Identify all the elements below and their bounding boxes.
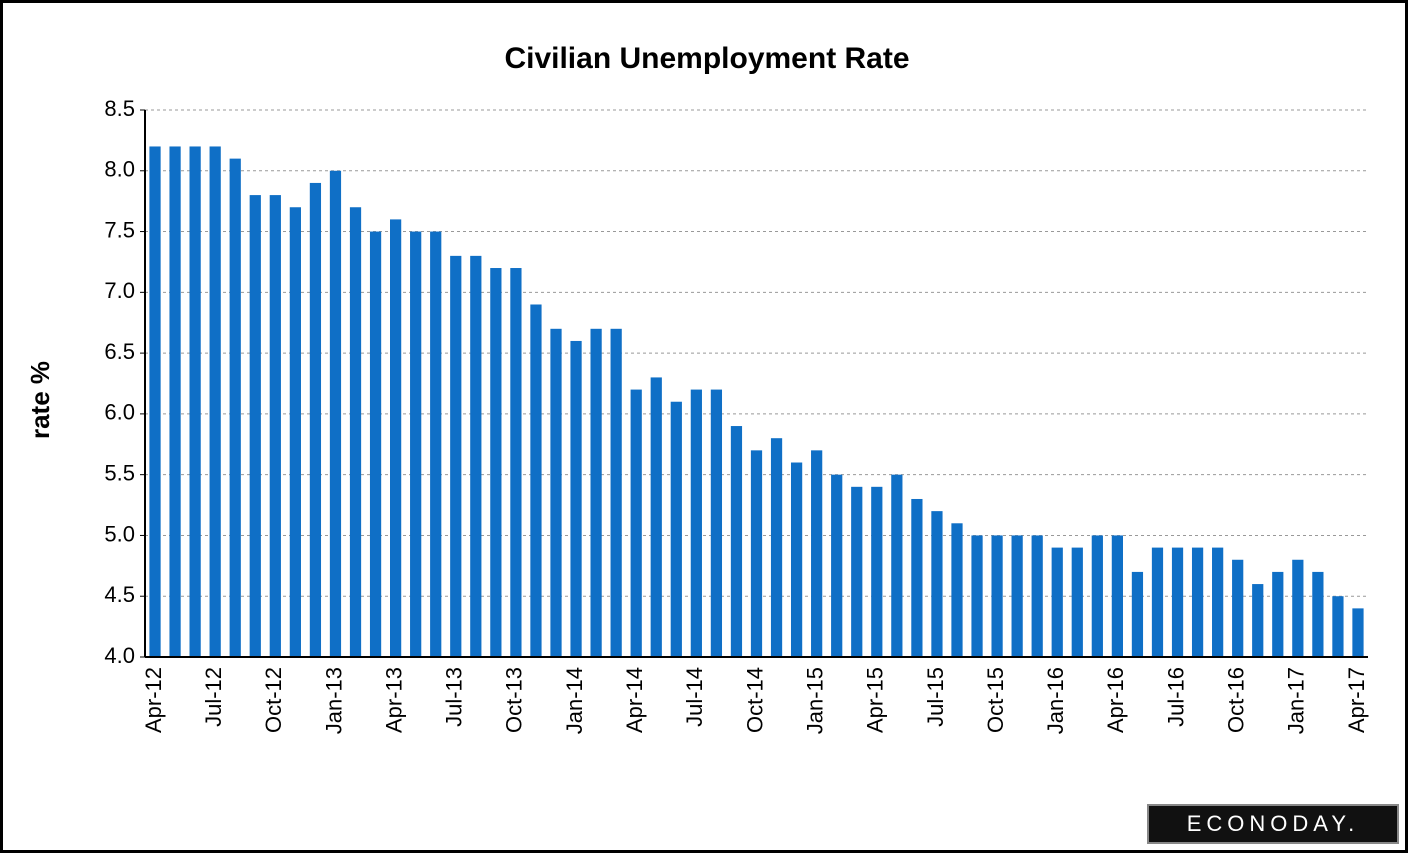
x-tick-label: Apr-17 (1344, 667, 1369, 733)
bar (410, 231, 422, 658)
bar (510, 268, 522, 657)
bar (590, 328, 602, 657)
x-tick-label: Jan-13 (321, 667, 346, 734)
bar (1071, 547, 1083, 657)
x-tick-label: Jan-14 (562, 667, 587, 734)
y-tick-label: 5.0 (104, 521, 135, 546)
bar (991, 535, 1003, 657)
bar (249, 195, 261, 658)
bar (209, 146, 221, 657)
bar (831, 474, 843, 657)
bar (349, 207, 362, 657)
bar (1171, 547, 1184, 657)
y-tick-label: 8.5 (104, 96, 135, 121)
y-tick-label: 8.0 (104, 157, 135, 182)
bar (811, 450, 823, 657)
bar (710, 389, 723, 657)
bar (851, 486, 863, 657)
bar (309, 182, 322, 657)
bar (189, 146, 201, 657)
bar (951, 523, 963, 657)
x-tick-label: Jul-12 (201, 667, 226, 727)
bar (1252, 584, 1264, 657)
bar (1051, 547, 1063, 657)
bar (149, 146, 161, 657)
bar (369, 231, 382, 658)
bar (931, 511, 943, 657)
bar (550, 328, 562, 657)
bar (570, 340, 582, 657)
x-tick-label: Apr-15 (863, 667, 888, 733)
bar (1212, 547, 1224, 657)
y-tick-label: 7.5 (104, 217, 135, 242)
bar (530, 304, 542, 657)
x-tick-label: Jan-17 (1284, 667, 1309, 734)
x-tick-label: Oct-16 (1223, 667, 1248, 733)
bar (1011, 535, 1023, 657)
bar (1352, 608, 1364, 657)
bar (750, 450, 763, 657)
bar (450, 255, 462, 657)
bar (1091, 535, 1103, 657)
bar (1332, 596, 1344, 657)
logo: ECONODAY. (1187, 811, 1360, 836)
bar (1031, 535, 1043, 657)
y-axis-label: rate % (25, 361, 55, 439)
logo-box (1147, 804, 1399, 844)
bar (1151, 547, 1164, 657)
x-tick-label: Jul-16 (1163, 667, 1188, 727)
x-tick-label: Jul-13 (442, 667, 467, 727)
bar (1191, 547, 1204, 657)
y-tick-label: 4.5 (104, 582, 135, 607)
x-tick-label: Oct-12 (261, 667, 286, 733)
x-tick-label: Jul-14 (682, 667, 707, 727)
bar (790, 462, 803, 657)
y-tick-label: 6.0 (104, 400, 135, 425)
bar (1111, 535, 1123, 657)
bar (670, 401, 682, 657)
bar (610, 328, 622, 657)
bar (289, 207, 301, 657)
bar (871, 486, 883, 657)
bar (1312, 571, 1324, 657)
x-tick-label: Apr-16 (1103, 667, 1128, 733)
y-tick-label: 6.5 (104, 339, 135, 364)
x-tick-label: Oct-13 (502, 667, 527, 733)
bar (650, 377, 662, 657)
x-tick-label: Oct-14 (742, 667, 767, 733)
bar (971, 535, 983, 657)
x-tick-label: Jan-15 (802, 667, 827, 734)
x-tick-label: Apr-14 (622, 667, 647, 733)
x-tick-label: Apr-12 (141, 667, 166, 733)
x-tick-label: Apr-13 (381, 667, 406, 733)
bar (730, 426, 743, 657)
bar (229, 158, 241, 657)
x-tick-label: Oct-15 (983, 667, 1008, 733)
bar (891, 474, 903, 657)
bar (490, 268, 502, 657)
bar (430, 231, 442, 658)
y-tick-label: 4.0 (104, 643, 135, 668)
bar (1232, 559, 1244, 657)
bar (911, 498, 923, 657)
bar (329, 170, 342, 657)
bar (690, 389, 702, 657)
y-tick-label: 7.0 (104, 278, 135, 303)
x-tick-label: Jul-15 (923, 667, 948, 727)
bar (1272, 571, 1284, 657)
bar (770, 438, 783, 657)
y-tick-label: 5.5 (104, 460, 135, 485)
bar (169, 146, 181, 657)
bar (630, 389, 642, 657)
bar (1292, 559, 1304, 657)
bar (1131, 571, 1144, 657)
bar (269, 195, 281, 658)
chart-title: Civilian Unemployment Rate (504, 42, 909, 75)
bar (470, 255, 482, 657)
bar (390, 219, 402, 657)
x-tick-label: Jan-16 (1043, 667, 1068, 734)
